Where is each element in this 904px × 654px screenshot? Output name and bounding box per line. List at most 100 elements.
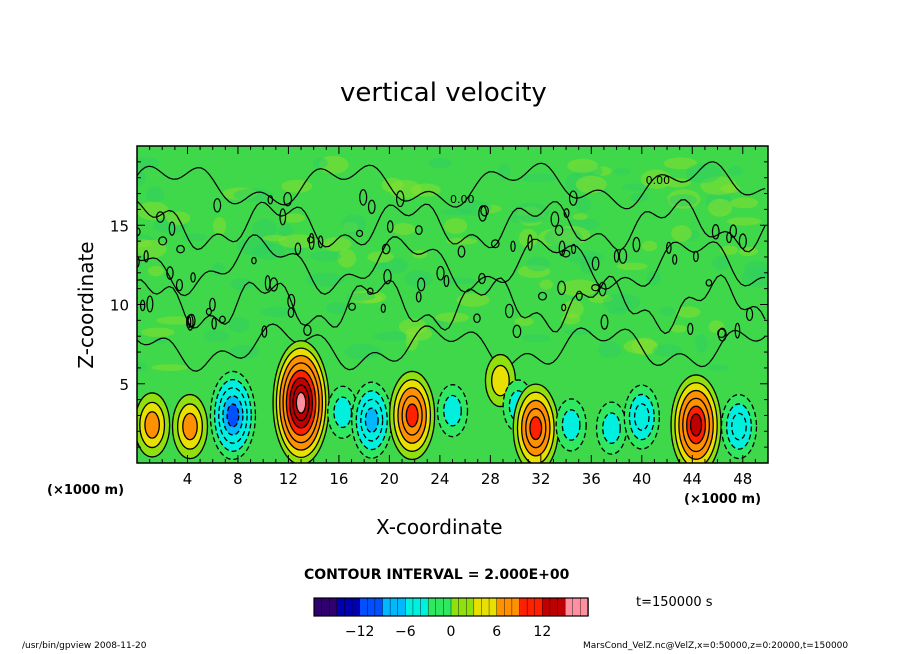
small-contour <box>190 272 196 283</box>
texture-blob <box>212 262 225 277</box>
texture-blob <box>439 277 477 285</box>
texture-blob <box>598 341 622 359</box>
small-contour <box>211 317 217 330</box>
small-contour <box>261 325 268 338</box>
footer-left: /usr/bin/gpview 2008-11-20 <box>22 641 147 651</box>
small-contour <box>563 208 570 219</box>
colorbar-swatch <box>549 597 559 617</box>
texture-blob <box>676 306 701 318</box>
small-contour <box>143 250 149 263</box>
small-contour <box>443 274 450 288</box>
colorbar-swatch <box>329 597 338 617</box>
small-contour <box>166 266 174 280</box>
colorbar-swatch <box>321 597 330 617</box>
texture-blob <box>137 239 167 258</box>
small-contour <box>317 235 324 249</box>
x-tick-label: 4 <box>183 470 193 488</box>
velocity-field: 0.00 0.00 <box>137 155 768 463</box>
colorbar-swatch <box>572 597 582 617</box>
texture-blob <box>685 163 722 184</box>
texture-blob <box>659 306 675 316</box>
x-tick-label: 24 <box>430 470 449 488</box>
small-contour <box>359 189 368 206</box>
small-contour <box>386 220 394 233</box>
small-contour <box>414 225 423 235</box>
colorbar-swatch <box>504 597 513 617</box>
y-tick-label: 5 <box>119 376 129 394</box>
texture-blob <box>233 188 274 203</box>
colorbar-swatch <box>466 597 475 617</box>
texture-blob <box>576 197 592 213</box>
texture-blob <box>708 320 725 334</box>
x-tick-label: 8 <box>233 470 243 488</box>
small-contour <box>575 290 583 301</box>
small-contour <box>717 328 726 339</box>
colorbar-tick-label: −6 <box>395 624 416 640</box>
texture-blob <box>444 217 468 234</box>
colorbar-swatch <box>412 597 422 617</box>
small-contour <box>146 295 154 313</box>
time-label: t=150000 s <box>636 595 713 610</box>
texture-blob <box>525 256 550 272</box>
texture-blob <box>155 316 196 325</box>
colorbar-swatch <box>488 597 498 617</box>
colorbar-swatch <box>450 597 460 617</box>
small-contour <box>416 277 426 292</box>
small-contour <box>383 268 392 285</box>
contour-line <box>137 198 766 253</box>
updraft-cell <box>491 364 510 397</box>
small-contour <box>303 324 312 336</box>
small-contour <box>537 291 547 301</box>
texture-blob <box>152 336 168 344</box>
texture-blob <box>613 168 631 175</box>
small-contour <box>395 190 405 208</box>
texture-blob <box>572 213 588 221</box>
footer-right: MarsCond_VelZ.nc@VelZ,x=0:50000,z=0:2000… <box>583 641 849 651</box>
small-contour <box>591 256 600 271</box>
small-contour <box>510 240 516 253</box>
small-contour <box>570 243 577 254</box>
small-contour <box>139 299 146 312</box>
downdraft-cell <box>226 403 240 428</box>
colorbar-swatch <box>519 597 528 617</box>
texture-blob <box>344 343 382 360</box>
texture-blob <box>151 364 189 371</box>
texture-blob <box>282 213 306 223</box>
small-contour <box>554 224 564 236</box>
x-tick-label: 12 <box>279 470 298 488</box>
small-contour <box>711 224 720 240</box>
texture-blob <box>497 163 511 181</box>
texture-blob <box>616 262 648 271</box>
small-contour <box>279 208 287 226</box>
texture-blob <box>435 312 470 323</box>
texture-blob <box>652 344 682 357</box>
small-contour <box>527 234 533 251</box>
x-tick-label: 28 <box>481 470 500 488</box>
texture-blob <box>744 260 768 279</box>
small-contour <box>436 265 445 281</box>
downdraft-cell <box>731 412 747 441</box>
texture-blob <box>137 157 160 170</box>
contour-line <box>137 274 766 335</box>
contour-line <box>137 234 766 297</box>
texture-blob <box>367 251 394 263</box>
texture-blob <box>671 225 692 242</box>
small-contour <box>672 254 678 265</box>
colorbar-frame <box>313 597 589 617</box>
texture-blob <box>137 361 147 372</box>
texture-blob <box>388 180 422 199</box>
texture-blob <box>559 279 599 297</box>
small-contour <box>600 314 609 330</box>
x-unit-label-left: (×1000 m) <box>47 483 125 498</box>
small-contour <box>478 272 486 285</box>
small-contour <box>176 244 185 254</box>
texture-blob <box>567 158 599 173</box>
colorbar-swatch <box>580 597 589 617</box>
colorbar-swatch <box>473 597 483 617</box>
small-contour <box>457 245 466 258</box>
colorbar-swatch <box>481 597 490 617</box>
colorbar-swatch <box>344 597 353 617</box>
texture-blob <box>321 237 352 252</box>
texture-blob <box>141 327 175 338</box>
colorbar-swatch <box>534 597 544 617</box>
